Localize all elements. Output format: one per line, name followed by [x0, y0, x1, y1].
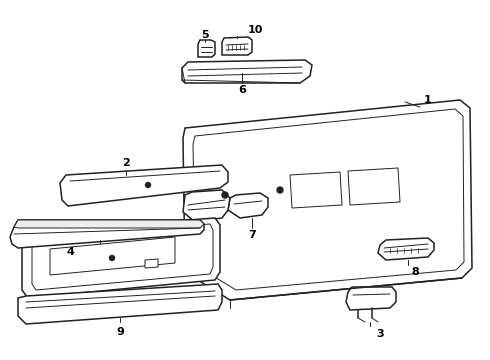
Text: 4: 4 [66, 247, 74, 257]
Circle shape [146, 183, 150, 188]
Polygon shape [183, 100, 472, 300]
Polygon shape [14, 220, 204, 228]
Polygon shape [18, 284, 222, 324]
Circle shape [222, 192, 228, 198]
Polygon shape [182, 60, 312, 83]
Text: 8: 8 [411, 267, 419, 277]
Polygon shape [346, 287, 396, 310]
Text: 1: 1 [424, 95, 432, 105]
Polygon shape [22, 218, 220, 298]
Polygon shape [222, 37, 252, 55]
Text: 9: 9 [116, 327, 124, 337]
Text: 7: 7 [248, 230, 256, 240]
Polygon shape [183, 190, 230, 222]
Text: 2: 2 [122, 158, 130, 168]
Polygon shape [378, 238, 434, 260]
Polygon shape [348, 168, 400, 205]
Text: 3: 3 [376, 329, 384, 339]
Circle shape [109, 256, 115, 261]
Polygon shape [228, 193, 268, 218]
Polygon shape [290, 172, 342, 208]
Circle shape [277, 187, 283, 193]
Text: 6: 6 [238, 85, 246, 95]
Text: 10: 10 [247, 25, 263, 35]
Polygon shape [10, 220, 204, 248]
Polygon shape [198, 40, 215, 57]
Polygon shape [145, 259, 158, 268]
Text: 5: 5 [201, 30, 209, 40]
Polygon shape [60, 165, 228, 206]
